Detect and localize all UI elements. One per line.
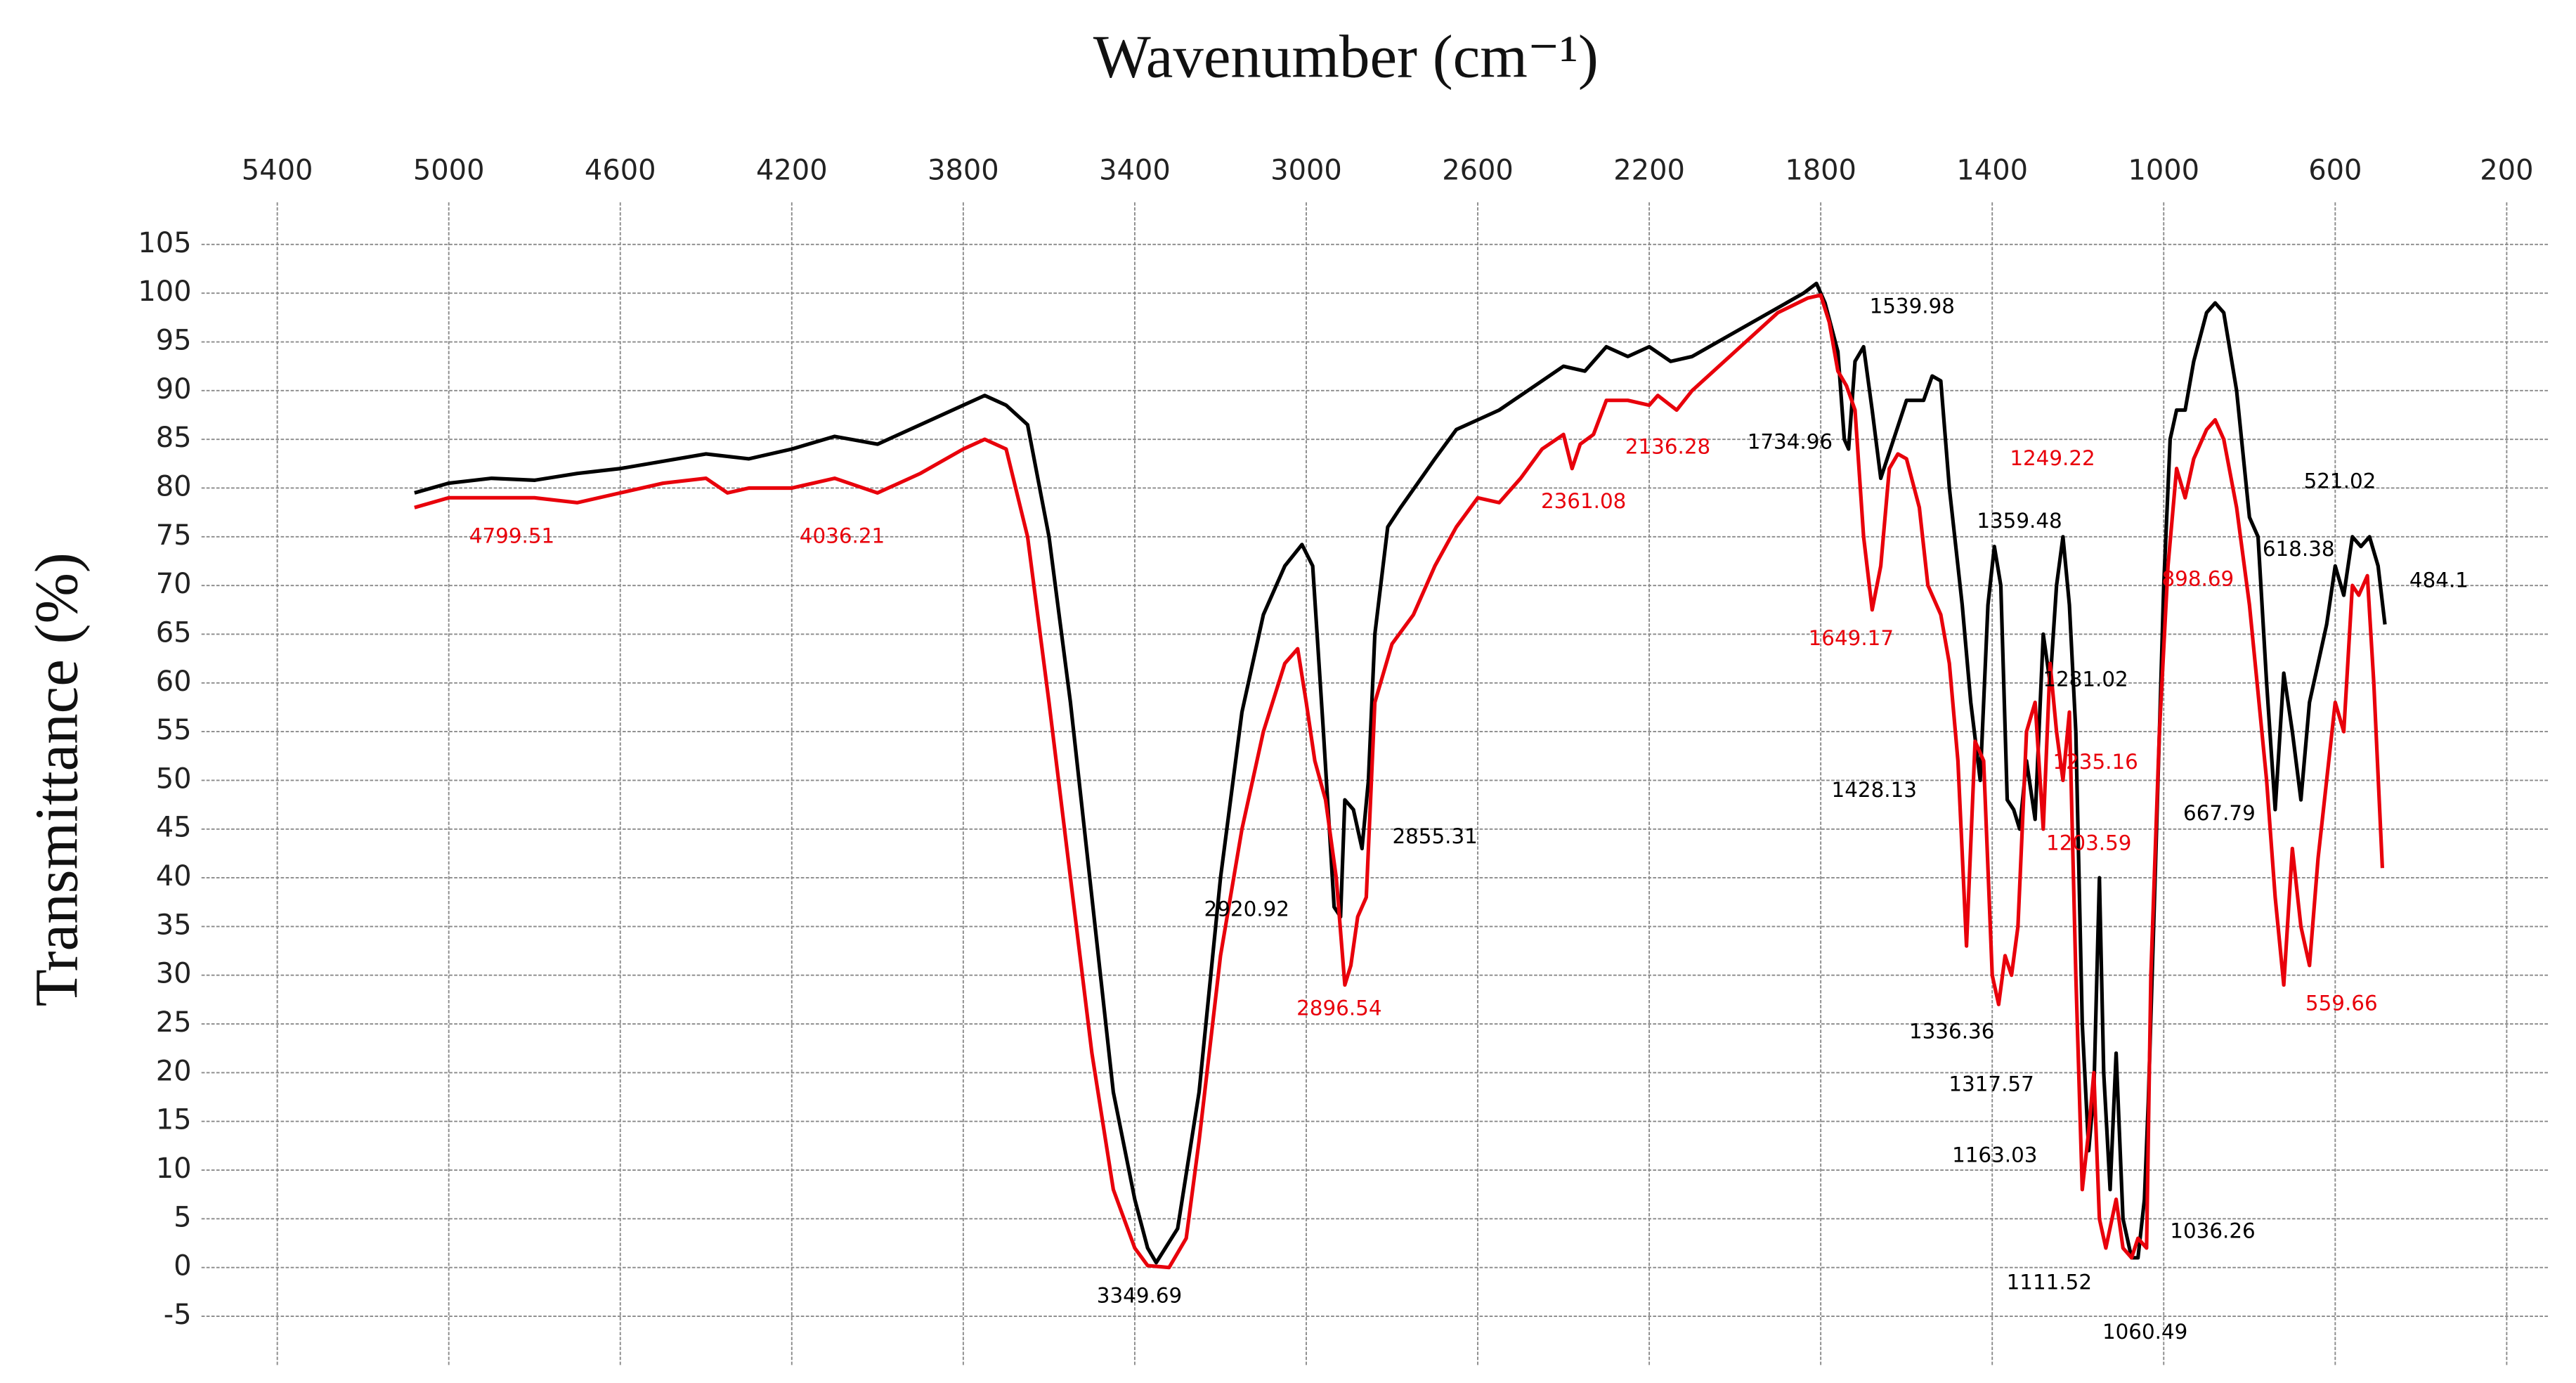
x-tick-label: 3800 [928,154,999,186]
peak-label: 2136.28 [1625,434,1710,458]
peak-label: 1336.36 [1909,1019,1994,1043]
peak-label: 484.1 [2409,569,2468,592]
peak-label: 1060.49 [2102,1320,2187,1344]
x-tick-label: 200 [2480,154,2533,186]
spectrum-line [414,293,2385,1270]
peak-label: 2855.31 [1392,824,1477,848]
peak-label: 2361.08 [1541,489,1626,513]
y-tick-label: 70 [156,568,192,600]
x-tick-label: 600 [2308,154,2362,186]
y-tick-label: 100 [138,275,191,308]
y-tick-label: 75 [156,519,192,552]
x-tick-label: 2200 [1613,154,1685,186]
peak-label: 1734.96 [1748,429,1833,453]
peak-label: 4036.21 [800,524,885,547]
y-tick-label: 25 [156,1006,192,1039]
y-tick-label: 65 [156,616,192,649]
peak-label: 2920.92 [1204,897,1289,921]
y-tick-label: 60 [156,665,192,698]
x-tick-label: 3000 [1270,154,1342,186]
y-tick-label: -5 [164,1299,192,1331]
peak-label: 1163.03 [1952,1143,2037,1167]
y-tick-label: 35 [156,909,192,941]
peak-label: 1111.52 [2007,1271,2092,1294]
peak-label: 4799.51 [469,524,554,547]
y-axis-title: Transmittance (%) [22,552,90,1006]
chart-title: Wavenumber (cm⁻¹) [1093,22,1599,90]
peak-label: 1235.16 [2053,750,2138,774]
peak-label: 2896.54 [1296,996,1381,1020]
peak-label: 1359.48 [1977,509,2062,533]
y-tick-label: 0 [174,1250,191,1283]
y-tick-label: 95 [156,325,192,357]
y-tick-label: 10 [156,1152,192,1185]
y-tick-label: 105 [138,227,191,259]
y-tick-label: 55 [156,714,192,746]
peak-label: 1317.57 [1949,1072,2034,1096]
y-tick-label: 85 [156,422,192,454]
y-tick-label: 30 [156,958,192,990]
peak-label: 1281.02 [2043,668,2128,692]
x-tick-label: 2600 [1442,154,1514,186]
peak-label: 667.79 [2183,801,2256,825]
y-tick-label: 15 [156,1104,192,1136]
y-tick-label: 5 [174,1201,191,1233]
x-tick-label: 4600 [585,154,656,186]
peak-label: 1249.22 [2010,446,2095,470]
peak-label: 1428.13 [1832,778,1917,802]
x-tick-label: 4200 [756,154,828,186]
y-tick-label: 90 [156,373,192,405]
peak-label: 1036.26 [2170,1219,2255,1243]
y-tick-label: 20 [156,1055,192,1087]
peak-label: 1203.59 [2046,831,2131,855]
x-tick-label: 5000 [413,154,485,186]
x-tick-label: 5400 [242,154,313,186]
y-tick-label: 80 [156,470,192,502]
peak-label: 1649.17 [1809,626,1894,650]
peak-label: 618.38 [2263,537,2335,561]
y-tick-label: 40 [156,860,192,892]
peak-label: 3349.69 [1097,1283,1182,1307]
peak-label: 559.66 [2305,991,2378,1015]
peak-label: 1539.98 [1870,294,1955,318]
x-tick-label: 1400 [1956,154,2028,186]
y-tick-label: 45 [156,812,192,844]
x-tick-label: 1800 [1785,154,1856,186]
x-tick-label: 1000 [2128,154,2199,186]
x-tick-label: 3400 [1099,154,1171,186]
spectrum-line [414,281,2387,1265]
peak-label: 898.69 [2161,566,2234,590]
peak-label: 521.02 [2304,469,2376,493]
y-tick-label: 50 [156,762,192,795]
